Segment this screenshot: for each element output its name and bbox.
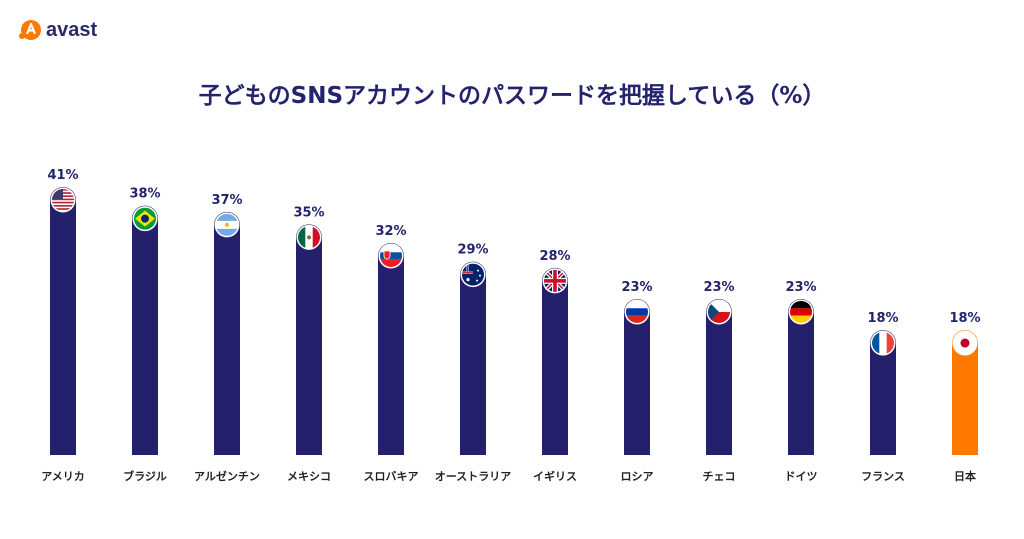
bar <box>624 298 650 455</box>
value-label: 23% <box>621 280 652 295</box>
bar <box>952 330 978 455</box>
category-label: フランス <box>861 470 905 483</box>
value-label: 38% <box>129 187 160 202</box>
value-label: 37% <box>211 193 242 208</box>
argentina-flag-icon <box>214 212 240 238</box>
bar <box>296 224 322 455</box>
value-label: 32% <box>375 224 406 239</box>
category-label: ロシア <box>621 470 654 483</box>
value-label: 18% <box>949 311 980 326</box>
value-label: 28% <box>539 249 570 264</box>
bar <box>378 242 404 455</box>
russia-flag-icon <box>624 299 650 325</box>
mexico-flag-icon <box>296 224 322 250</box>
value-label: 18% <box>867 311 898 326</box>
bar <box>50 187 76 455</box>
czech-flag-icon <box>706 299 732 325</box>
category-label: ドイツ <box>785 470 818 483</box>
avast-logo-icon <box>19 20 41 40</box>
category-label: 日本 <box>954 469 976 483</box>
category-label: アルゼンチン <box>194 469 260 483</box>
value-label: 23% <box>785 280 816 295</box>
value-label: 29% <box>457 243 488 258</box>
bar <box>788 298 814 455</box>
bar <box>214 211 240 455</box>
japan-flag-icon <box>952 330 978 356</box>
avast-logo: avast <box>18 18 97 42</box>
us-flag-icon <box>50 187 76 213</box>
value-label: 23% <box>703 280 734 295</box>
germany-flag-icon <box>788 299 814 325</box>
category-label: チェコ <box>703 470 736 483</box>
category-label: アメリカ <box>41 470 84 483</box>
brazil-flag-icon <box>132 206 158 232</box>
value-label: 35% <box>293 205 324 220</box>
category-label: オーストラリア <box>435 470 511 483</box>
bar <box>132 205 158 455</box>
category-label: ブラジル <box>123 469 167 483</box>
australia-flag-icon <box>460 262 486 288</box>
bar <box>870 330 896 455</box>
uk-flag-icon <box>542 268 568 294</box>
slovakia-flag-icon <box>378 243 404 269</box>
france-flag-icon <box>870 330 896 356</box>
chart-title: 子どものSNSアカウントのパスワードを把握している（%） <box>198 83 826 109</box>
bar <box>460 261 486 455</box>
category-label: イギリス <box>533 469 577 483</box>
avast-logo-text: avast <box>46 18 98 41</box>
value-label: 41% <box>47 168 78 183</box>
bar <box>706 298 732 455</box>
category-label: スロバキア <box>364 470 419 483</box>
bar <box>542 267 568 455</box>
category-label: メキシコ <box>287 470 331 483</box>
